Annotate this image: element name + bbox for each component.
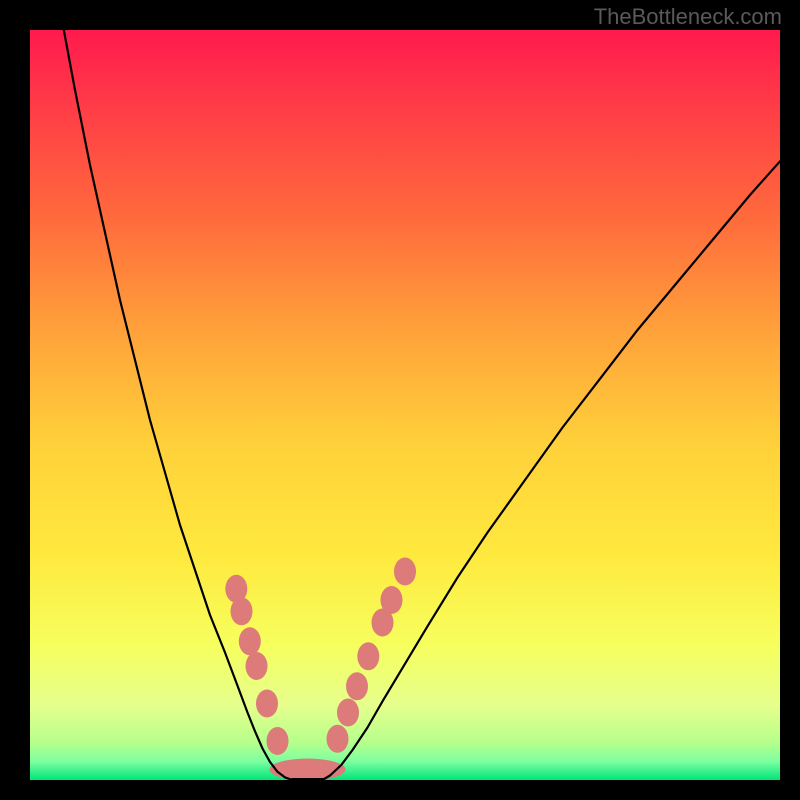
plot-area — [30, 30, 780, 780]
watermark-text: TheBottleneck.com — [594, 4, 782, 30]
